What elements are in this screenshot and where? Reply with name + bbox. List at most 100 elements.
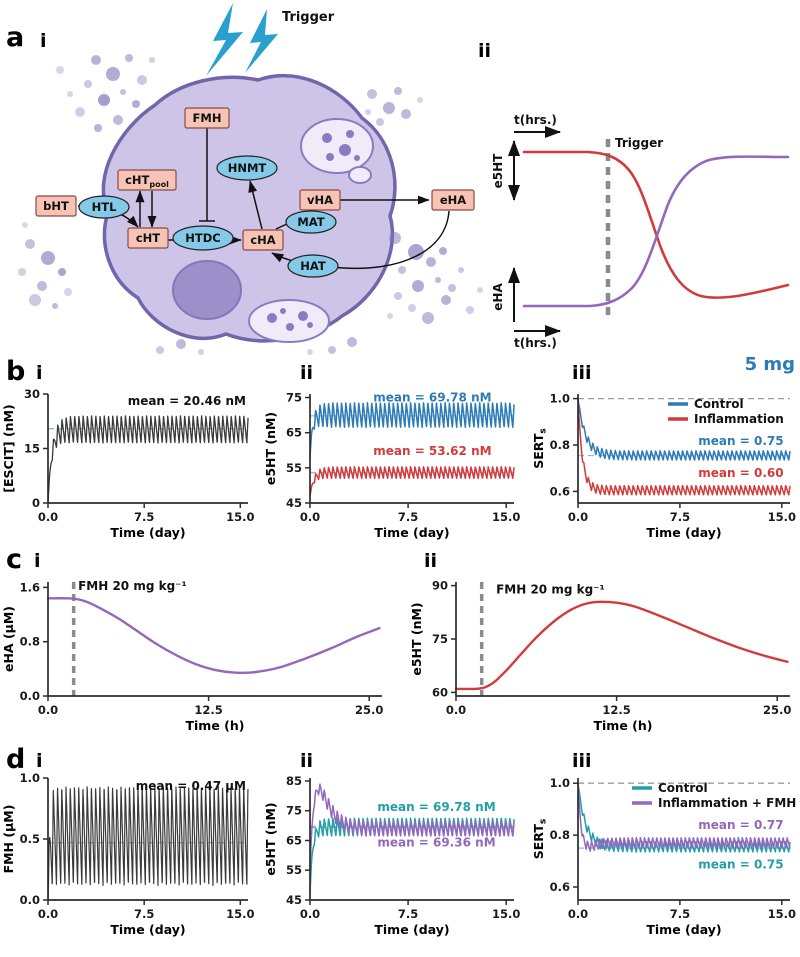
enzyme-MAT [285, 210, 337, 234]
chart-eha-fmh-bolus: 0.0 12.5 25.0 0.0 0.8 1.6 Time (h) eHA (µM) FMH … [1, 579, 383, 733]
enzyme-MAT-label: MAT [297, 215, 324, 229]
y-tick-label: 0.8 [20, 635, 40, 649]
lightning-icon [245, 9, 278, 73]
panel-d-i-label: i [36, 750, 43, 772]
node-vHA [299, 189, 341, 211]
vesicle-cluster [248, 299, 330, 343]
y-tick-label: 1.0 [20, 771, 40, 785]
cell-diagram: Trigger [18, 3, 790, 355]
extracellular-dot [458, 267, 464, 273]
extracellular-dot [398, 266, 406, 274]
x-tick-label: 0.0 [38, 703, 58, 717]
y-axis-label: eHA (µM) [1, 606, 16, 672]
extracellular-dot [64, 288, 72, 296]
extracellular-dot [137, 75, 147, 85]
x-tick-label: 15.0 [492, 907, 520, 921]
extracellular-dot [367, 89, 377, 99]
x-tick-label: 0.0 [38, 510, 58, 524]
x-tick-label: 7.5 [670, 907, 690, 921]
extracellular-dot [125, 54, 133, 62]
legend-label: Control [658, 781, 708, 795]
lightning-icon [206, 3, 243, 76]
extracellular-dot [307, 349, 313, 355]
mean-annotation: FMH 20 mg kg⁻¹ [78, 579, 187, 593]
chart-e5ht-fmh: 0.0 7.5 15.0 45 55 65 75 85 Time (day) e5HT (nM) m… [263, 774, 520, 937]
extracellular-dot [376, 118, 384, 126]
node-bHT [35, 195, 77, 217]
extracellular-dot [29, 294, 41, 306]
x-tick-label: 0.0 [568, 907, 588, 921]
chart-fmh-concentration: 0.0 7.5 15.0 0.0 0.5 1.0 Time (day) FMH (µM) mea… [1, 771, 254, 937]
extracellular-dot [41, 251, 55, 265]
extracellular-dot [466, 306, 474, 314]
enzyme-HTL-label: HTL [92, 200, 117, 214]
series-inflammation-fmh [577, 782, 791, 852]
schematic-eha-curve [522, 155, 790, 308]
enzyme-HTDC [172, 225, 234, 251]
extracellular-dot [477, 287, 483, 293]
extracellular-dot [417, 97, 423, 103]
extracellular-dot [22, 222, 28, 228]
panel-c-ii-label: ii [424, 550, 438, 572]
x-tick-label: 7.5 [134, 907, 154, 921]
panel-c-label: c [6, 544, 23, 575]
x-axis-label: Time (day) [110, 525, 185, 540]
node-cHA [242, 229, 284, 251]
node-eHA-label: eHA [440, 193, 466, 207]
node-vHA-label: vHA [307, 193, 333, 207]
y-tick-label: 0.6 [550, 484, 570, 498]
panel-a-ii-label: ii [478, 40, 492, 62]
y-tick-label: 45 [286, 893, 302, 907]
schematic-t-bottom-label: t(hrs.) [514, 336, 557, 350]
y-axis-label: SERTs [531, 819, 549, 860]
extracellular-dot [91, 55, 101, 65]
y-axis-label: FMH (µM) [1, 805, 16, 874]
y-axis-label: SERTs [531, 428, 549, 469]
extracellular-dot [408, 304, 416, 312]
x-tick-label: 7.5 [398, 510, 418, 524]
x-tick-label: 25.0 [763, 703, 791, 717]
node-FMH-label: FMH [193, 111, 222, 125]
y-tick-label: 90 [432, 579, 448, 593]
x-tick-label: 25.0 [355, 703, 383, 717]
extracellular-dot [67, 91, 73, 97]
node-cHA-label: cHA [250, 233, 275, 247]
mean-annotation: mean = 0.75 [698, 434, 783, 448]
x-axis-label: Time (day) [646, 525, 721, 540]
y-tick-label: 0.0 [20, 689, 40, 703]
x-tick-label: 12.5 [602, 703, 630, 717]
enzyme-HNMT-label: HNMT [228, 161, 267, 175]
mean-annotation: mean = 53.62 nM [373, 444, 491, 458]
extracellular-dot [347, 337, 357, 347]
y-tick-label: 0.5 [20, 832, 40, 846]
extracellular-dot [389, 232, 401, 244]
y-tick-label: 15 [24, 442, 40, 456]
dose-label: 5 mg [744, 354, 795, 375]
extracellular-dot [394, 292, 402, 300]
extracellular-dot [441, 295, 451, 305]
extracellular-dot [328, 346, 336, 354]
node-bHT-label: bHT [43, 199, 69, 213]
extracellular-dots [18, 54, 483, 355]
y-tick-label: 55 [286, 863, 302, 877]
trigger-schematic: t(hrs.) e5HT Trigger eHA t(hrs.) [491, 113, 790, 350]
series-e5HT [454, 600, 789, 691]
mean-annotation: mean = 0.75 [698, 857, 783, 871]
y-tick-label: 75 [286, 804, 302, 818]
series-control [577, 397, 791, 461]
schematic-e5ht-curve [522, 150, 790, 299]
diagram-nodes: FMH cHTpool bHT cHT cHA vHA eHA HTL HNMT… [35, 107, 475, 278]
series-inflammation [577, 397, 791, 496]
x-tick-label: 15.0 [768, 907, 796, 921]
extracellular-dot [98, 94, 110, 106]
series-eHA [46, 597, 381, 675]
enzyme-HAT-label: HAT [300, 259, 326, 273]
y-tick-label: 65 [286, 426, 302, 440]
extracellular-dot [365, 109, 371, 115]
mean-annotation: mean = 0.60 [698, 466, 783, 480]
node-FMH [184, 107, 230, 129]
extracellular-dot [387, 313, 393, 319]
panel-d-iii-label: iii [572, 750, 592, 772]
y-axis-label: e5HT (nM) [263, 802, 278, 875]
